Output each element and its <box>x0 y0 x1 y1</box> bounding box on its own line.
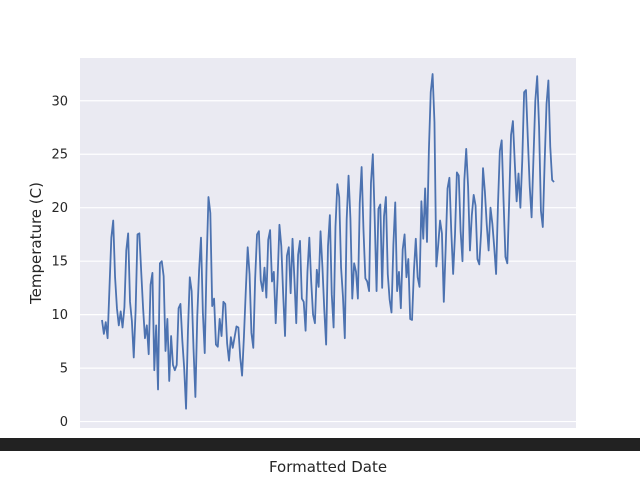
y-tick-label: 10 <box>51 308 68 323</box>
y-tick-label: 5 <box>60 362 68 377</box>
y-tick-label: 15 <box>51 255 68 270</box>
y-axis-label: Temperature (C) <box>27 182 45 305</box>
x-tick-label-band <box>0 438 640 451</box>
y-tick-label: 0 <box>60 415 68 430</box>
x-axis-label: Formatted Date <box>269 458 387 476</box>
y-tick-label: 30 <box>51 94 68 109</box>
y-tick-label: 20 <box>51 201 68 216</box>
y-tick-label: 25 <box>51 148 68 163</box>
y-tick-labels: 0 5 10 15 20 25 30 <box>51 94 68 430</box>
series-line-temperature <box>101 73 555 410</box>
